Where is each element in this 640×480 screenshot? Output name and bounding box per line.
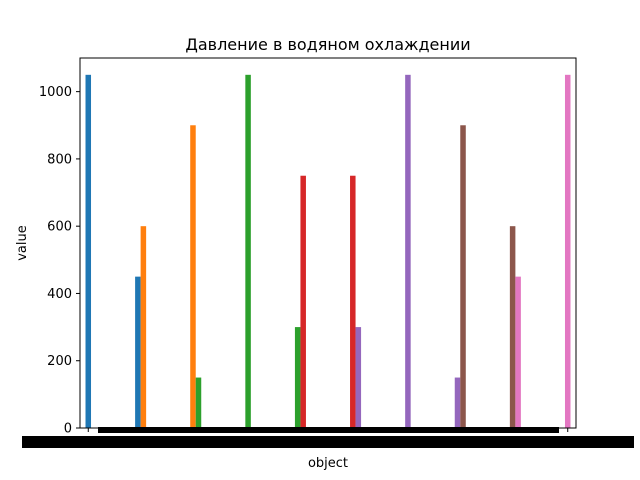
bar-4 xyxy=(195,377,202,428)
bar-6 xyxy=(294,327,301,428)
bar-10 xyxy=(405,74,411,428)
bar-11 xyxy=(454,377,461,428)
bar-0 xyxy=(85,74,92,428)
bar-2 xyxy=(140,226,147,428)
bar-8 xyxy=(350,175,356,428)
plot-frame xyxy=(79,57,577,429)
y-tick-label-0: 0 xyxy=(64,422,72,437)
y-tick-label-5: 1000 xyxy=(39,85,72,100)
y-axis: 0 200 400 600 800 1000 xyxy=(39,85,80,437)
bar-12 xyxy=(460,125,466,429)
bar-13 xyxy=(509,226,516,428)
bar-5 xyxy=(245,74,251,428)
x-tick-row xyxy=(22,427,634,448)
y-tick-label-1: 200 xyxy=(47,354,72,369)
x-tick-labels-band xyxy=(22,436,634,448)
x-axis-label: object xyxy=(308,456,348,471)
x-tick-marks-band xyxy=(98,427,559,433)
bar-1 xyxy=(135,276,141,428)
bar-7 xyxy=(300,175,306,428)
chart-title: Давление в водяном охлаждении xyxy=(185,35,470,54)
bars-group xyxy=(85,74,571,429)
bar-3 xyxy=(190,125,196,429)
bar-14 xyxy=(515,276,521,428)
bar-9 xyxy=(355,327,362,428)
y-tick-label-2: 400 xyxy=(47,287,72,302)
y-tick-label-4: 800 xyxy=(47,152,72,167)
y-tick-label-3: 600 xyxy=(47,220,72,235)
y-axis-label: value xyxy=(15,225,30,261)
bar-15 xyxy=(564,74,571,428)
